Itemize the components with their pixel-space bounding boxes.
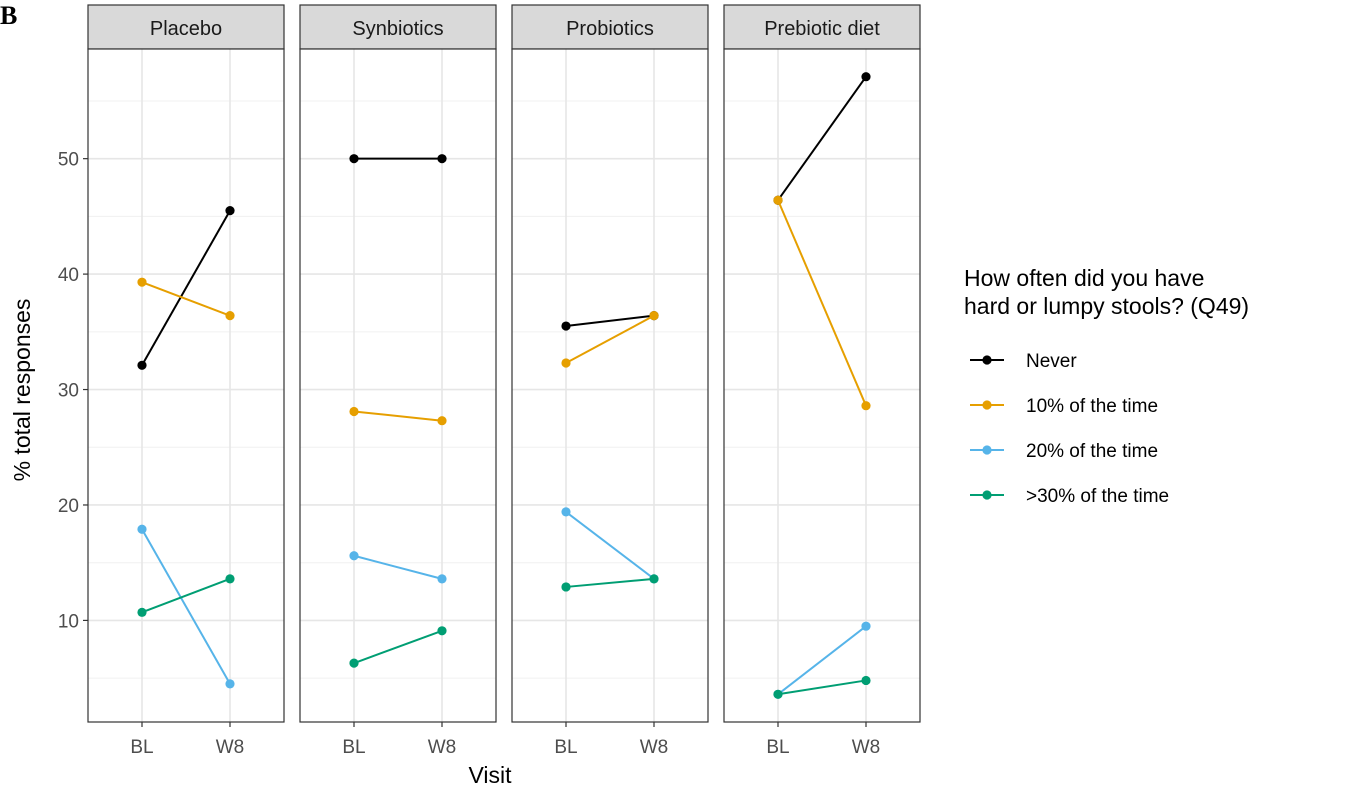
series-10-of-the-time-point	[225, 311, 235, 321]
series-10-of-the-time-line	[565, 314, 655, 364]
legend-item-label: 10% of the time	[1026, 396, 1158, 417]
series-30-of-the-time-point	[437, 626, 447, 636]
series-never-line	[141, 210, 231, 366]
series-20-of-the-time-line	[777, 625, 867, 696]
series-30-of-the-time-point	[561, 582, 571, 592]
series-30-of-the-time-point	[225, 574, 235, 584]
facet-strip-label: Probiotics	[566, 18, 654, 40]
y-axis: 10 20 30 40 50	[58, 150, 88, 632]
legend-item-label: >30% of the time	[1026, 486, 1169, 507]
legend-item-20-of-the-time: 20% of the time	[970, 441, 1158, 462]
facet-strip-label: Prebiotic diet	[764, 18, 880, 40]
series-10-of-the-time-line	[141, 281, 231, 317]
x-tick-label: W8	[852, 737, 881, 758]
facet-strip-label: Placebo	[150, 18, 222, 40]
series-never-point	[137, 360, 147, 370]
facet-placebo: Placebo BL W8	[87, 4, 285, 758]
series-10-of-the-time-point	[861, 401, 871, 411]
legend-title-line: hard or lumpy stools? (Q49)	[964, 293, 1249, 319]
series-10-of-the-time-point	[437, 416, 447, 426]
series-20-of-the-time-point	[225, 679, 235, 689]
series-never-point	[861, 72, 871, 82]
series-30-of-the-time-line	[353, 629, 443, 665]
x-tick-label: BL	[130, 737, 153, 758]
y-tick-label: 30	[58, 381, 79, 402]
series-20-of-the-time-point	[437, 574, 447, 584]
series-20-of-the-time-point	[861, 621, 871, 631]
legend-item-label: 20% of the time	[1026, 441, 1158, 462]
panel-background	[88, 49, 284, 722]
facet-prebiotic-diet: Prebiotic diet BL W8	[723, 4, 921, 758]
series-never-line	[777, 76, 867, 201]
panel-border	[723, 48, 921, 723]
x-tick-label: W8	[428, 737, 457, 758]
series-never-point	[225, 206, 235, 216]
series-30-of-the-time-line	[777, 679, 867, 696]
series-10-of-the-time-point	[649, 311, 659, 321]
series-30-of-the-time-line	[141, 577, 231, 614]
legend-key-point	[982, 400, 992, 410]
panel-border	[299, 48, 497, 723]
series-30-of-the-time-point	[349, 658, 359, 668]
series-20-of-the-time-line	[353, 554, 443, 580]
facet-strip	[723, 4, 921, 50]
legend-item-10-of-the-time: 10% of the time	[970, 396, 1158, 417]
panel-background	[724, 49, 920, 722]
series-20-of-the-time-point	[137, 524, 147, 534]
series-20-of-the-time-line	[141, 528, 231, 685]
y-tick-label: 40	[58, 265, 79, 286]
x-tick-label: W8	[216, 737, 245, 758]
series-never-point	[349, 154, 359, 164]
y-tick-label: 20	[58, 496, 79, 517]
series-10-of-the-time-line	[777, 199, 867, 407]
legend-item-label: Never	[1026, 351, 1077, 372]
x-tick-label: BL	[554, 737, 577, 758]
series-10-of-the-time-point	[773, 195, 783, 205]
panel-background	[512, 49, 708, 722]
series-20-of-the-time-line	[565, 511, 655, 580]
series-never-line	[565, 314, 655, 328]
series-30-of-the-time-point	[137, 607, 147, 617]
facet-strip-label: Synbiotics	[352, 18, 443, 40]
series-10-of-the-time-point	[137, 277, 147, 287]
legend-item-never: Never	[970, 351, 1077, 372]
x-tick-label: W8	[640, 737, 669, 758]
series-30-of-the-time-point	[861, 675, 871, 686]
series-30-of-the-time-point	[649, 574, 659, 584]
facet-strip	[299, 4, 497, 50]
facet-strip	[511, 4, 709, 50]
panel-background	[300, 49, 496, 722]
legend-key-point	[982, 445, 992, 455]
series-never-point	[437, 154, 447, 164]
series-30-of-the-time-line	[565, 577, 655, 588]
legend-item-30-of-the-time: >30% of the time	[970, 486, 1169, 507]
y-tick-label: 50	[58, 150, 79, 171]
facet-synbiotics: Synbiotics BL W8	[299, 4, 497, 758]
panel-label: B	[0, 1, 17, 30]
legend-key-point	[982, 355, 992, 365]
series-30-of-the-time-point	[773, 689, 783, 699]
series-20-of-the-time-point	[349, 551, 359, 561]
series-10-of-the-time-point	[561, 358, 571, 368]
x-axis-title: Visit	[468, 762, 512, 788]
legend-key-point	[982, 490, 992, 500]
series-never-point	[561, 321, 571, 331]
series-10-of-the-time-line	[353, 410, 443, 422]
x-tick-label: BL	[342, 737, 365, 758]
y-tick-label: 10	[58, 611, 79, 632]
series-10-of-the-time-point	[349, 406, 359, 417]
facet-probiotics: Probiotics BL W8	[511, 4, 709, 758]
y-axis-title: % total responses	[9, 299, 35, 482]
series-20-of-the-time-point	[561, 507, 571, 517]
facet-strip	[87, 4, 285, 50]
legend-title-line: How often did you have	[964, 265, 1204, 291]
panel-border	[511, 48, 709, 723]
x-tick-label: BL	[766, 737, 789, 758]
panel-border	[87, 48, 285, 723]
